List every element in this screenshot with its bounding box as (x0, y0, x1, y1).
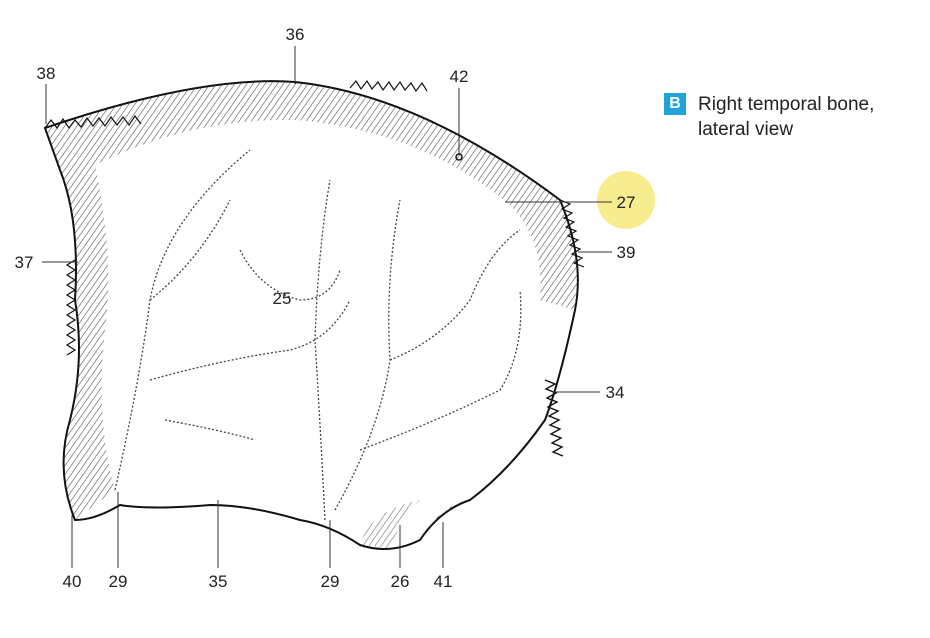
caption-text: Right temporal bone, lateral view (698, 92, 874, 142)
leader-lines (42, 46, 612, 568)
label-25: 25 (273, 289, 292, 308)
label-27: 27 (617, 193, 636, 212)
caption-line-2: lateral view (698, 119, 794, 140)
label-40: 40 (63, 572, 82, 591)
label-38: 38 (37, 64, 56, 83)
label-41: 41 (434, 572, 453, 591)
label-42: 42 (450, 67, 469, 86)
label-36: 36 (286, 25, 305, 44)
highlight-circle (597, 171, 655, 229)
label-39: 39 (617, 243, 636, 262)
label-34: 34 (606, 383, 625, 402)
label-37: 37 (15, 253, 34, 272)
bone-shape (43, 79, 585, 550)
label-29-right: 29 (321, 572, 340, 591)
caption-line-1: Right temporal bone, (698, 94, 875, 115)
label-35: 35 (209, 572, 228, 591)
figure-caption: B Right temporal bone, lateral view (664, 92, 874, 142)
label-26: 26 (391, 572, 410, 591)
figure-badge: B (664, 93, 686, 115)
label-29-left: 29 (109, 572, 128, 591)
